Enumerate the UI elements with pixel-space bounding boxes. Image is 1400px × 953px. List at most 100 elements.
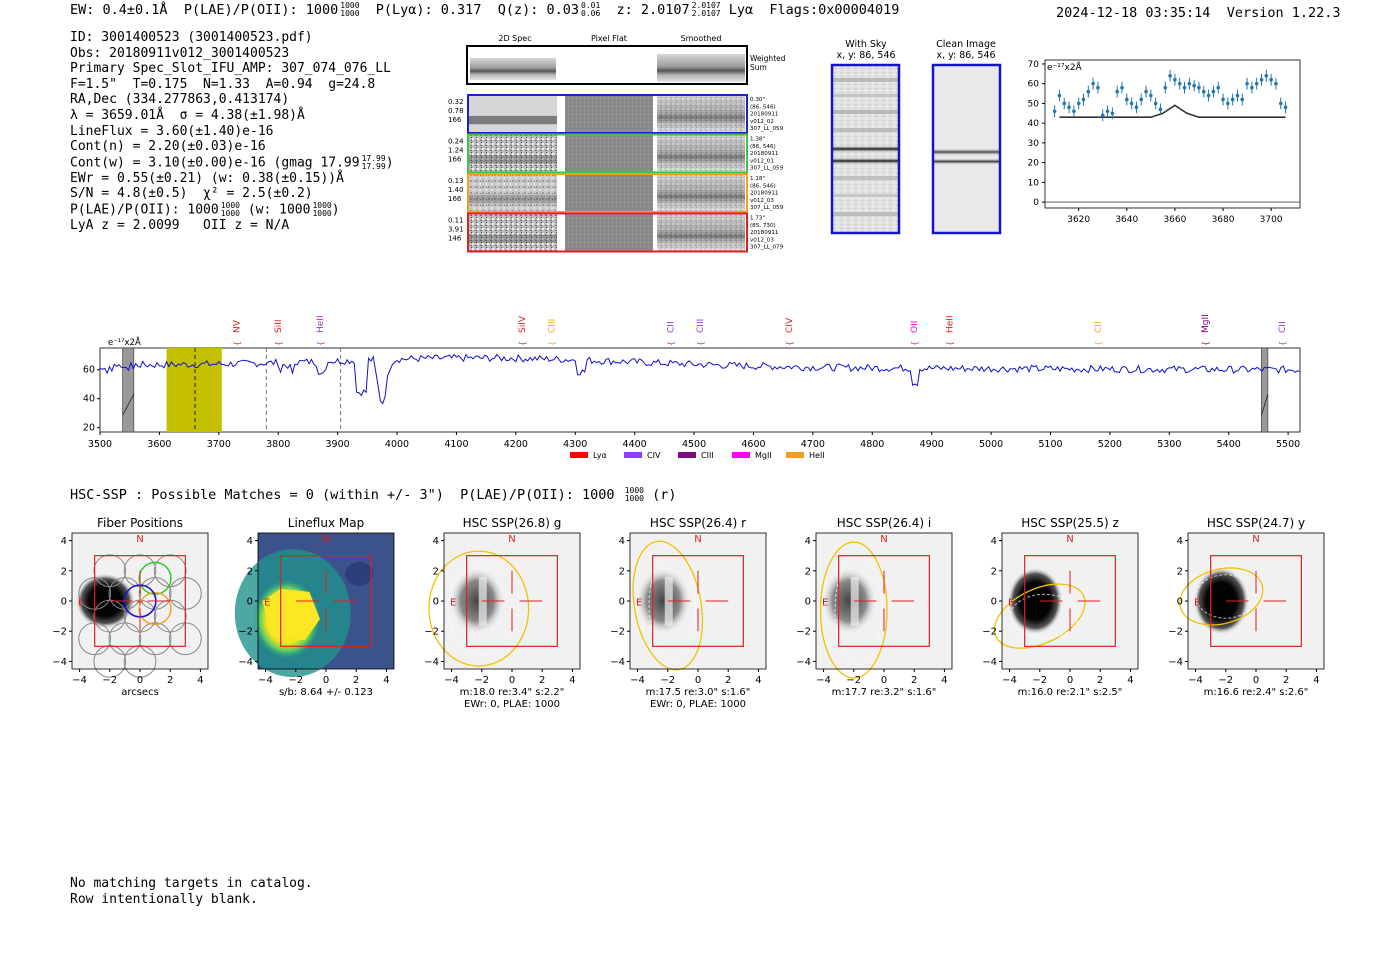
hsc-xtick-label: 4 xyxy=(197,675,203,686)
cutout-frame xyxy=(467,133,748,174)
hsc-ytick-label: −4 xyxy=(796,657,811,668)
spectrum-legend-label: Lyα xyxy=(593,451,607,460)
fiber-circle xyxy=(153,599,187,633)
cutout-left-label: 166 xyxy=(448,116,462,124)
linefit-xtick-label: 3680 xyxy=(1212,215,1235,225)
linefit-ytick-label: 30 xyxy=(1028,139,1040,149)
spectrum-xtick-label: 4900 xyxy=(920,439,944,450)
info-radec: RA,Dec (334.277863,0.413174) xyxy=(70,92,290,108)
hsc-panel-title: HSC SSP(26.4) r xyxy=(650,516,746,530)
hsc-ytick-label: −4 xyxy=(52,657,67,668)
spectrum-line-label: HeII xyxy=(946,315,956,333)
spectrum-xtick-label: 4500 xyxy=(682,439,706,450)
hsc-lineflux-dip xyxy=(345,561,374,586)
info-lineflux: LineFlux = 3.60(±1.40)e-16 xyxy=(70,123,274,139)
hsc-xtick-label: −4 xyxy=(1188,675,1203,686)
hsc-xtick-label: 0 xyxy=(695,675,701,686)
hsc-ytick-label: 4 xyxy=(247,536,253,547)
linefit-point xyxy=(1264,73,1269,78)
linefit-point xyxy=(1283,105,1288,110)
spectrum-line-label: SiII xyxy=(274,319,284,333)
hsc-panel-title: HSC SSP(25.5) z xyxy=(1021,516,1119,530)
linefit-point xyxy=(1072,109,1076,114)
hsc-ytick-label: 2 xyxy=(433,566,439,577)
hsc-xtick-label: 4 xyxy=(569,675,575,686)
cutout-right-label: 20180911 xyxy=(750,151,779,157)
hsc-panel: HSC SSP(25.5) z N E −4 −4 −2 −2 0 0 2 2 4 4 m:16.0 re… xyxy=(982,516,1139,698)
hsc-north-label: N xyxy=(136,534,143,545)
hsc-panel: HSC SSP(24.7) y N E −4 −4 −2 −2 0 0 2 2 4 4 m:16.6 re… xyxy=(1168,516,1325,698)
hsc-ytick-label: −2 xyxy=(1168,627,1183,638)
hsc-ytick-label: 2 xyxy=(619,566,625,577)
spectrum-xtick-label: 5200 xyxy=(1098,439,1122,450)
cutout-right-label: (85, 730) xyxy=(750,223,776,229)
info-ewr: EWr = 0.55(±0.21) (w: 0.38(±0.15))Å xyxy=(70,170,344,186)
hsc-xtick-label: 4 xyxy=(1313,675,1319,686)
header-qz: Q(z): 0.03 xyxy=(497,2,579,18)
footer-line1: No matching targets in catalog. xyxy=(70,876,313,891)
spectrum-ytick-label: 20 xyxy=(83,423,95,434)
cutout-right-label: v012_01 xyxy=(750,158,774,164)
hsc-caption-2: EWr: 0, PLAE: 1000 xyxy=(464,699,560,710)
hsc-ytick-label: −2 xyxy=(610,627,625,638)
header-z-suffix: Lyα xyxy=(728,2,754,18)
info-params: F=1.5" T=0.175 N=1.33 A=0.94 g=24.8 xyxy=(70,76,376,92)
spectrum-xtick-label: 5500 xyxy=(1276,439,1300,450)
linefit-point xyxy=(1067,105,1071,110)
linefit-xtick-label: 3640 xyxy=(1115,215,1138,225)
hsc-xtick-label: 2 xyxy=(353,675,359,686)
spectrum-line-brace: { xyxy=(666,341,675,346)
hsc-xtick-label: 2 xyxy=(1097,675,1103,686)
linefit-point xyxy=(1052,109,1057,114)
hsc-aperture-ellipse xyxy=(632,540,704,671)
linefit-model-curve xyxy=(1059,104,1286,119)
hsc-footprint-box xyxy=(94,555,186,647)
svg-text:Sum: Sum xyxy=(750,63,767,72)
hsc-footprint-box xyxy=(466,555,558,647)
linefit-point xyxy=(1240,97,1245,102)
hsc-xtick-label: −2 xyxy=(1218,675,1233,686)
cutout-right-label: 307_LL_059 xyxy=(750,166,784,172)
hsc-xtick-label: −4 xyxy=(1002,675,1017,686)
cutout-right-label: 20180911 xyxy=(750,112,779,118)
linefit-point xyxy=(1211,89,1216,94)
cutout-right-label: v012_02 xyxy=(750,119,774,125)
linefit-point xyxy=(1245,81,1249,86)
footer-line2: Row intentionally blank. xyxy=(70,891,258,907)
full-spectrum-plot: 3500 3600 3700 3800 3900 4000 4100 4200 4300 4400… xyxy=(83,315,1301,460)
header-summary: EW: 0.4±0.1Å P(LAE)/P(OII): 1000 1000 1000… xyxy=(70,2,899,19)
info-lambda: λ = 3659.01Å σ = 4.38(±1.98)Å xyxy=(70,107,305,123)
cutout-left-label: 166 xyxy=(448,156,462,164)
hsc-aperture-ellipse xyxy=(819,541,888,679)
hsc-xtick-label: −4 xyxy=(630,675,645,686)
cutout-left-label: 0.11 xyxy=(448,217,464,225)
hsc-footprint-box xyxy=(1210,555,1302,647)
linefit-point xyxy=(1230,97,1235,102)
spectrum-line-brace: { xyxy=(946,341,955,346)
fiber-center-marker: + xyxy=(136,597,144,608)
hsc-xtick-label: −2 xyxy=(288,675,303,686)
hsc-xtick-label: −2 xyxy=(846,675,861,686)
fiber-circle xyxy=(123,599,157,633)
cutout-right-label: (86, 546) xyxy=(750,144,776,150)
spectrum-xtick-label: 4300 xyxy=(563,439,587,450)
cutout-right-label: v012_03 xyxy=(750,237,774,243)
linefit-point xyxy=(1086,89,1091,94)
hsc-ytick-label: −2 xyxy=(424,627,439,638)
spectrum-ytick-label: 40 xyxy=(83,394,95,405)
hsc-ytick-label: −2 xyxy=(52,627,67,638)
spectrum-xtick-label: 4000 xyxy=(385,439,409,450)
spectrum-line-label: CII xyxy=(1094,321,1104,333)
hsc-east-label: E xyxy=(264,598,270,609)
spectrum-line-brace: { xyxy=(910,341,919,346)
cutout-smoothed-noise xyxy=(657,213,745,252)
hsc-ytick-label: 4 xyxy=(619,536,625,547)
spectrum-line-brace: { xyxy=(1278,341,1287,346)
hsc-ytick-label: 2 xyxy=(805,566,811,577)
hsc-ytick-label: 4 xyxy=(1177,536,1183,547)
linefit-point xyxy=(1100,113,1105,118)
linefit-point xyxy=(1250,85,1254,90)
linefit-point xyxy=(1216,85,1221,90)
hsc-xtick-label: 0 xyxy=(137,675,143,686)
spectrum-ytick-label: 60 xyxy=(83,365,95,376)
